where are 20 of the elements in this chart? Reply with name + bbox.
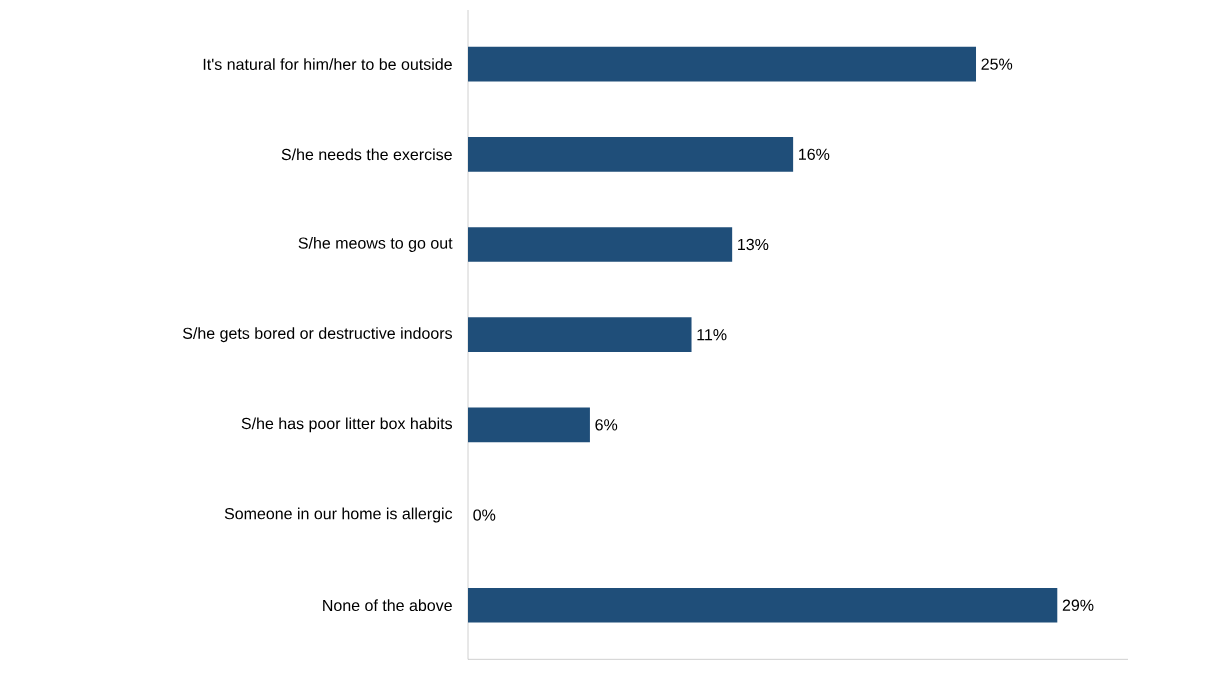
y-tick-label: It's natural for him/her to be outside [203, 58, 452, 70]
y-tick-label: S/he meows to go out [298, 237, 453, 252]
data-label: 16% [799, 148, 830, 160]
data-label: 29% [1062, 599, 1094, 611]
y-tick-label: S/he gets bored or destructive indoors [182, 327, 453, 343]
bar [468, 227, 733, 262]
bar [468, 407, 590, 443]
y-tick-label: None of the above [323, 599, 452, 612]
data-label: 11% [697, 329, 727, 341]
bar [468, 136, 794, 172]
y-tick-label: S/he has poor litter box habits [241, 417, 453, 433]
data-label: 0% [473, 509, 496, 521]
data-label: 25% [981, 58, 1013, 70]
bar [468, 317, 692, 353]
data-label: 6% [595, 419, 618, 431]
data-label: 13% [738, 238, 769, 251]
y-tick-label: S/he needs the exercise [281, 148, 452, 161]
bar [468, 587, 1058, 623]
bar [468, 46, 977, 82]
y-tick-label: Someone in our home is allergic [224, 507, 453, 523]
